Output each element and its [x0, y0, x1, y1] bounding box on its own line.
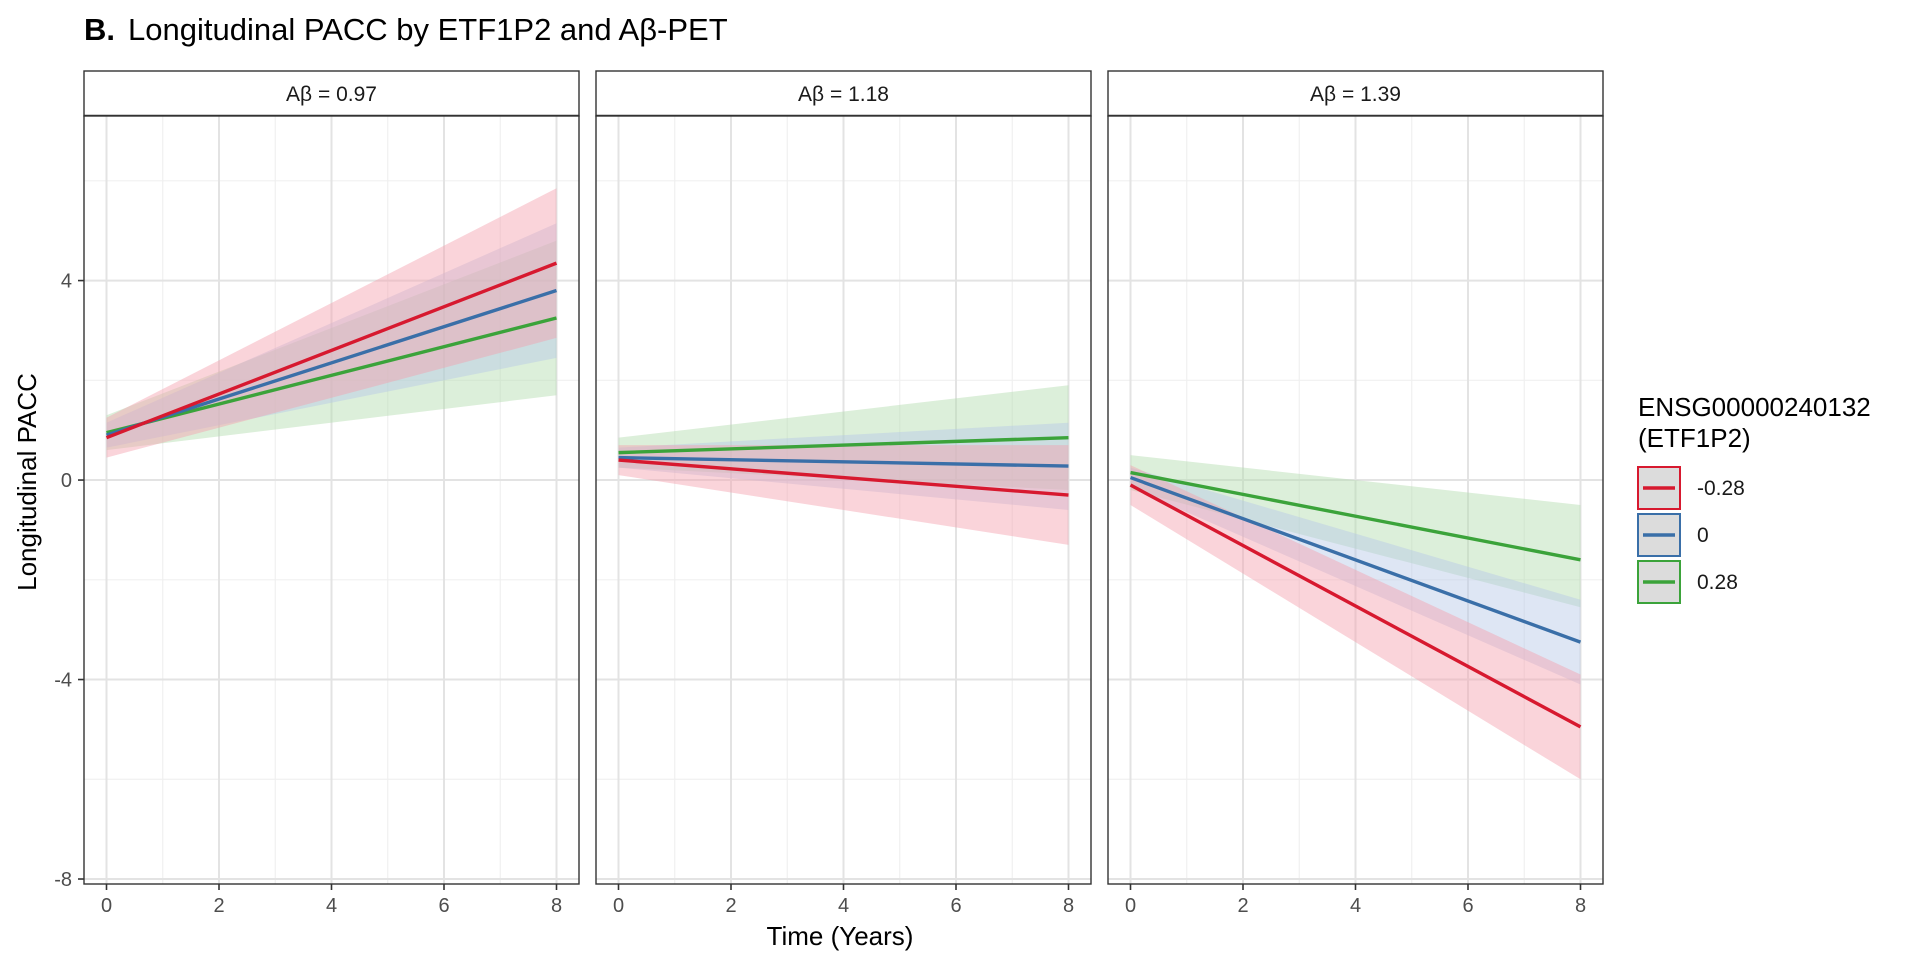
chart-title-group: B. Longitudinal PACC by ETF1P2 and Aβ-PE…: [84, 12, 728, 47]
x-tick-label: 2: [725, 895, 736, 917]
x-tick-label: 4: [838, 895, 849, 917]
legend-title-line-2: (ETF1P2): [1638, 423, 1751, 453]
x-tick-label: 8: [1063, 895, 1074, 917]
facet-strip-label: Aβ = 1.39: [1310, 83, 1401, 106]
y-tick-label: 0: [61, 470, 72, 492]
series-line-0.28: [106, 316, 557, 435]
confidence-band-0: [618, 422, 1069, 510]
x-tick-label: 6: [438, 895, 449, 917]
y-axis-title: Longitudinal PACC: [12, 373, 42, 591]
legend-label: 0: [1697, 524, 1709, 547]
chart-title: Longitudinal PACC by ETF1P2 and Aβ-PET: [128, 12, 728, 47]
series-line-0: [105, 288, 558, 437]
x-tick-label: 4: [1350, 895, 1361, 917]
x-tick-label: 6: [950, 895, 961, 917]
facet-panel: Aβ = 1.18 0 2 4 6 8: [595, 70, 1092, 917]
legend-item: 0: [1637, 513, 1709, 557]
x-tick-label: 0: [613, 895, 624, 917]
confidence-band--0.28: [106, 188, 557, 458]
x-tick-label: 8: [551, 895, 562, 917]
y-tick-label: -4: [54, 670, 72, 692]
series-line--0.28: [105, 261, 558, 440]
legend-title-line-1: ENSG00000240132: [1638, 392, 1871, 422]
series-line-0: [1129, 475, 1582, 644]
series-line--0.28: [1129, 483, 1582, 729]
chart-title-prefix: B.: [84, 12, 115, 47]
facet-panel: Aβ = 0.97 0 2 4 6 8: [83, 70, 580, 917]
facet-panel: Aβ = 1.39 0 2 4 6 8: [1107, 70, 1604, 917]
legend-item: -0.28: [1637, 466, 1745, 510]
legend-label: 0.28: [1697, 571, 1738, 594]
confidence-band-0: [106, 223, 557, 448]
x-tick-label: 0: [1125, 895, 1136, 917]
x-tick-label: 6: [1462, 895, 1473, 917]
facet-strip: [83, 70, 580, 117]
x-tick-label: 4: [326, 895, 337, 917]
facet-strip-label: Aβ = 1.18: [798, 83, 889, 106]
confidence-band-0: [1130, 467, 1581, 685]
series-line-0.28: [1130, 470, 1581, 562]
x-tick-label: 8: [1575, 895, 1586, 917]
y-tick-label: 4: [61, 271, 72, 293]
y-tick-label: -8: [54, 869, 72, 891]
facet-panels: Aβ = 0.97 0 2 4 6 8 Aβ = 1.18 0 2 4 6 8 Aβ = 1.39 0 2 4…: [83, 70, 1604, 917]
legend-item: 0.28: [1637, 560, 1738, 604]
x-axis-title: Time (Years): [767, 921, 914, 951]
legend-label: -0.28: [1697, 477, 1745, 500]
series-line-0.28: [618, 435, 1069, 455]
x-tick-label: 2: [1237, 895, 1248, 917]
x-tick-label: 2: [213, 895, 224, 917]
legend: ENSG00000240132 (ETF1P2) -0.28 0 0.28: [1637, 392, 1871, 604]
facet-strip: [1107, 70, 1604, 117]
facet-strip: [595, 70, 1092, 117]
x-tick-label: 0: [101, 895, 112, 917]
facet-strip-label: Aβ = 0.97: [286, 83, 377, 106]
series-line--0.28: [618, 458, 1069, 497]
series-line-0: [618, 455, 1069, 468]
axes: Time (Years) Longitudinal PACC 4 0 -4 -8: [12, 271, 913, 951]
